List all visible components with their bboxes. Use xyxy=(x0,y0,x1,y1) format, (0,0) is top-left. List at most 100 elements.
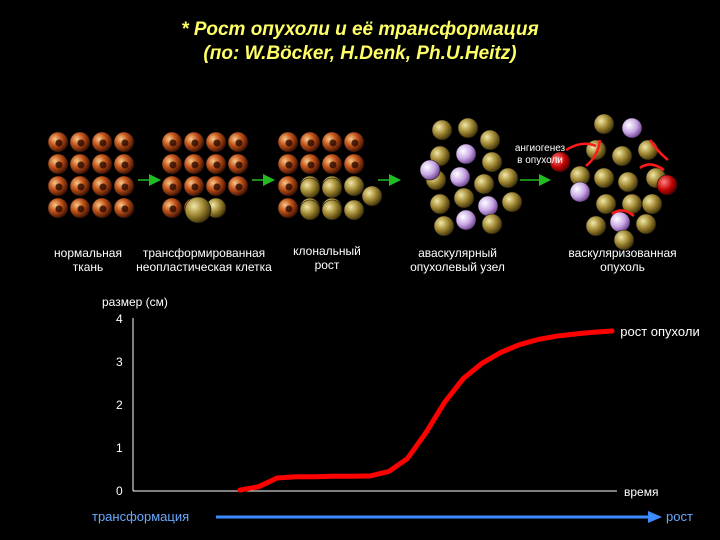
angiogenesis-line1: ангиогенез xyxy=(514,143,566,154)
cell-nucleus xyxy=(235,139,243,147)
necrotic-cell xyxy=(449,166,471,188)
cell-nucleus xyxy=(55,161,63,169)
cell-nucleus xyxy=(121,161,129,169)
angiogenesis-label: ангиогенез в опухоли xyxy=(505,143,575,167)
progression-arrowhead xyxy=(648,511,662,523)
cell-nucleus xyxy=(55,139,63,147)
cell-nucleus xyxy=(191,139,199,147)
cell-nucleus xyxy=(169,183,177,191)
cell-nucleus xyxy=(213,139,221,147)
necrotic-cell xyxy=(477,195,499,217)
tumor-cell xyxy=(321,199,343,221)
tumor-growth-curve xyxy=(237,328,615,493)
tumor-cell xyxy=(473,173,495,195)
cell-nucleus xyxy=(55,183,63,191)
y-tick-1: 1 xyxy=(116,441,123,455)
capillary-vessel xyxy=(639,163,665,172)
clonal-growth-cells xyxy=(277,131,383,221)
cell-nucleus xyxy=(235,161,243,169)
cell-nucleus xyxy=(169,205,177,213)
tumor-cell xyxy=(501,191,523,213)
stage-label-clonal: клональный рост xyxy=(282,244,372,272)
stage-label-vascularized: васкуляризованная опухоль xyxy=(555,246,690,274)
cell-nucleus xyxy=(307,161,315,169)
tumor-cell xyxy=(481,151,503,173)
cell-nucleus xyxy=(351,161,359,169)
cell-nucleus xyxy=(99,205,107,213)
tumor-cell xyxy=(641,193,663,215)
necrotic-cell xyxy=(455,209,477,231)
vascularized-tumor-cells xyxy=(549,113,678,251)
cell-nucleus xyxy=(55,205,63,213)
growth-label: рост xyxy=(666,509,693,524)
normal-tissue-cells xyxy=(47,131,135,219)
cell-nucleus xyxy=(285,205,293,213)
cell-nucleus xyxy=(121,205,129,213)
cell-nucleus xyxy=(235,183,243,191)
page-title-line1: * Рост опухоли и её трансформация xyxy=(181,19,539,40)
tumor-cell xyxy=(361,185,383,207)
tumor-cell xyxy=(481,213,503,235)
cell-nucleus xyxy=(351,139,359,147)
angiogenesis-line2: в опухоли xyxy=(517,155,563,166)
tumor-cell xyxy=(585,215,607,237)
tumor-cell xyxy=(343,199,365,221)
y-tick-3: 3 xyxy=(116,355,123,369)
cell-nucleus xyxy=(285,139,293,147)
stage-label-line: васкуляризованная xyxy=(568,246,677,260)
necrotic-cell xyxy=(455,143,477,165)
stage-label-normal: нормальная ткань xyxy=(48,246,128,274)
cell-nucleus xyxy=(169,139,177,147)
cell-nucleus xyxy=(121,139,129,147)
tumor-cell xyxy=(497,167,519,189)
tumor-cell xyxy=(457,117,479,139)
cell-nucleus xyxy=(329,161,337,169)
stage-label-line: аваскулярный xyxy=(418,246,497,260)
cell-nucleus xyxy=(329,139,337,147)
blood-vessel-cell xyxy=(549,151,571,173)
x-axis-label: время xyxy=(624,485,659,499)
tumor-cell xyxy=(593,167,615,189)
cell-nucleus xyxy=(99,183,107,191)
stage-label-line: опухолевый узел xyxy=(410,260,505,274)
tumor-cell xyxy=(299,177,321,199)
tumor-cell xyxy=(321,177,343,199)
tumor-cell xyxy=(343,175,365,197)
page-title-line2: (по: W.Böcker, H.Denk, Ph.U.Heitz) xyxy=(203,43,517,64)
stage-label-line: нормальная xyxy=(54,246,122,260)
tumor-cell xyxy=(433,215,455,237)
necrotic-cell xyxy=(621,117,643,139)
tumor-cell xyxy=(617,171,639,193)
stage-label-transformed: трансформированная неопластическая клетк… xyxy=(124,246,284,274)
tumor-cell xyxy=(611,145,633,167)
tumor-cell xyxy=(593,113,615,135)
necrotic-cell xyxy=(419,159,441,181)
tumor-cell xyxy=(184,196,212,224)
cell-nucleus xyxy=(191,161,199,169)
stage-label-avascular: аваскулярный опухолевый узел xyxy=(395,246,520,274)
tumor-cell xyxy=(637,139,659,161)
curve-annotation: рост опухоли xyxy=(620,324,700,339)
cell-nucleus xyxy=(191,183,199,191)
cell-nucleus xyxy=(285,161,293,169)
tumor-cell xyxy=(453,187,475,209)
tumor-cell xyxy=(479,129,501,151)
tumor-cell xyxy=(429,193,451,215)
tumor-cell xyxy=(595,193,617,215)
transformation-label: трансформация xyxy=(92,509,190,524)
necrotic-cell xyxy=(609,211,631,233)
tumor-cell xyxy=(431,119,453,141)
cell-nucleus xyxy=(169,161,177,169)
cell-nucleus xyxy=(213,161,221,169)
cell-nucleus xyxy=(99,139,107,147)
tumor-cell xyxy=(613,229,635,251)
cell-nucleus xyxy=(77,183,85,191)
capillary-vessel xyxy=(565,142,597,152)
cell-nucleus xyxy=(307,139,315,147)
cell-nucleus xyxy=(121,183,129,191)
stage-label-line: ткань xyxy=(72,260,104,274)
y-tick-4: 4 xyxy=(116,312,123,326)
y-axis-label: размер (см) xyxy=(102,295,168,309)
cell-nucleus xyxy=(213,183,221,191)
